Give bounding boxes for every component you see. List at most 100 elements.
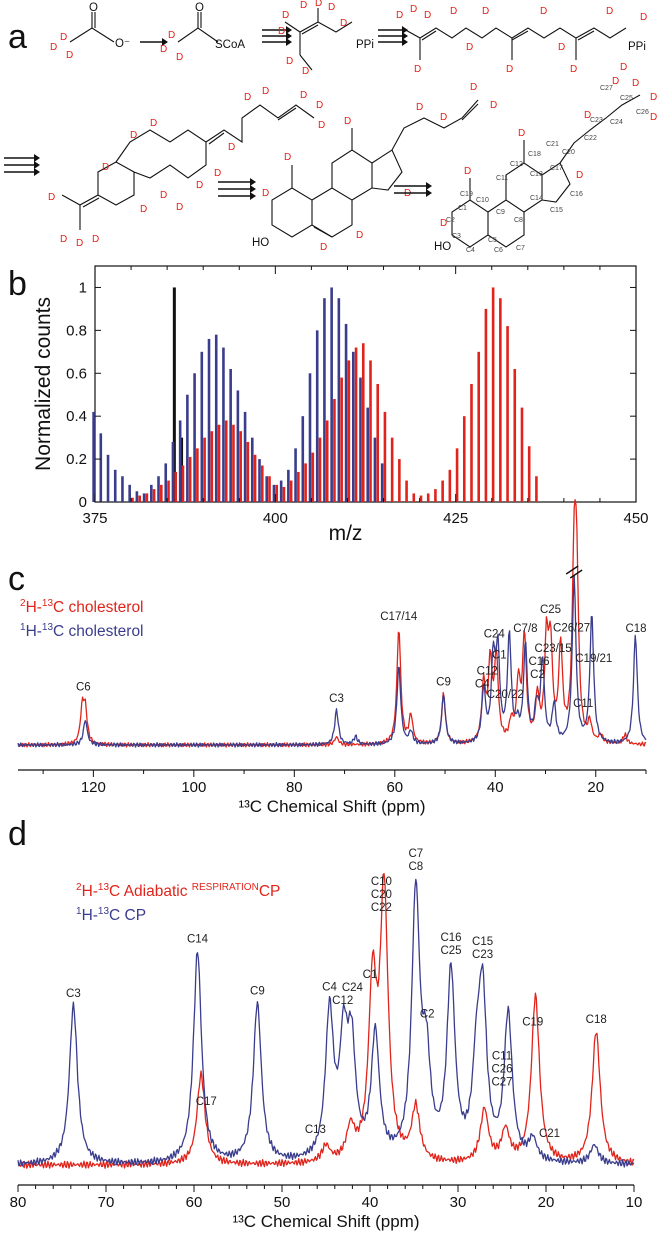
carbon-label-c11: C11: [496, 175, 508, 182]
acoa-d3: D: [176, 52, 183, 63]
bar-series-2-mz-428: [477, 351, 481, 502]
bar-series-2-mz-421: [426, 493, 430, 502]
bar-series-2-mz-417: [398, 459, 401, 502]
fpp-d11: D: [570, 64, 577, 75]
carbon-label-c6: C6: [494, 247, 503, 254]
panel-c-peak-label-c24-6: C24: [484, 628, 506, 640]
x-tick-label-400: 400: [263, 510, 288, 527]
bar-series-2-mz-410: [347, 360, 351, 502]
panel-d-peak-label-c26-20: C26: [491, 1063, 512, 1075]
bar-series-2-mz-393: [224, 420, 228, 502]
bar-series-2-mz-415: [383, 411, 387, 502]
bar-series-2-mz-429: [484, 308, 488, 502]
lan-d6: D: [416, 102, 423, 113]
acetate-d1: D: [60, 32, 67, 43]
bar-series-2-mz-408: [333, 399, 336, 502]
lan-d9: D: [490, 100, 497, 111]
lan-d4: D: [356, 230, 363, 241]
panel-c-peak-label-c7-8-9: C7/8: [513, 623, 537, 635]
bar-series-2-mz-432: [506, 326, 509, 502]
bar-series-2-mz-385: [167, 480, 170, 502]
bar-series-2-mz-400: [275, 484, 279, 502]
squalene-molecule: D D D D D D D D D D D D D D D D D D: [48, 86, 325, 249]
panel-c-peak-label-c6-0: C6: [76, 682, 91, 694]
triple-arrow-5: [394, 182, 432, 197]
bar-series-2-mz-380: [131, 497, 134, 502]
acetate-d2: D: [50, 42, 57, 53]
lan-d3: D: [320, 242, 327, 253]
acoa-d1: D: [168, 30, 175, 41]
fpp-d8: D: [506, 64, 513, 75]
bar-series-2-mz-407: [325, 420, 329, 502]
bar-series-1-mz-400: [272, 484, 276, 502]
y-tick-label: 0.6: [66, 365, 87, 382]
bar-series-2-mz-387: [181, 465, 185, 502]
panel-c-nmr-spectrum: 120 100 80 60 40 20 ¹³C Chemical Shift (ppm) C6…: [17, 499, 647, 816]
bar-series-1-mz-409: [337, 298, 341, 502]
bar-series-1-mz-413: [366, 407, 370, 502]
bar-series-1-mz-382: [142, 493, 146, 502]
bar-series-2-mz-430: [491, 287, 495, 502]
sq-d10: D: [214, 168, 221, 179]
panel-d-peak-label-c16-16: C16: [440, 932, 461, 944]
bar-series-2-mz-435: [527, 446, 531, 502]
carbon-label-c25: C25: [620, 95, 633, 102]
panel-d-peak-label-c13-4: C13: [305, 1124, 326, 1136]
fpp-d7: D: [482, 6, 489, 17]
bar-series-1-mz-378: [113, 469, 117, 502]
carbon-label-c1: C1: [458, 205, 467, 212]
cholesterol-molecule: HO C1 C2 C3 C4 C5 C6 C7 C8 C9 C10 C11 C1…: [434, 62, 657, 254]
bar-series-1-mz-386: [171, 441, 175, 502]
panel-d-peak-label-c23-17: C23: [472, 949, 493, 961]
chol-d9: D: [650, 112, 657, 123]
carbon-label-c5: C5: [488, 237, 497, 244]
carbon-label-c13: C13: [530, 171, 543, 178]
panel-d-x-tick-label-10: 10: [626, 1194, 643, 1211]
panel-c-x-tick-label-80: 80: [286, 779, 303, 796]
carbon-label-c7: C7: [516, 245, 525, 252]
cholesterol-carbon-labels: C1 C2 C3 C4 C5 C6 C7 C8 C9 C10 C11 C12 C…: [446, 85, 649, 254]
panel-d-peak-label-c11-21: C11: [492, 1050, 512, 1062]
bar-series-1-mz-410: [344, 323, 348, 502]
bar-series-1-mz-394: [229, 368, 232, 502]
sq-d16: D: [318, 120, 325, 131]
bar-series-2-mz-434: [520, 407, 524, 502]
panel-d-peak-label-c12-6: C12: [332, 995, 353, 1007]
panel-d-peak-label-c1-8: C1: [363, 969, 378, 981]
bar-series-1-mz-380: [128, 484, 131, 502]
axis-break-mark-2: [569, 569, 583, 579]
panel-d-peak-label-c2-14: C2: [420, 1008, 435, 1020]
carbon-label-c16: C16: [570, 191, 583, 198]
panel-d-x-tick-label-80: 80: [10, 1194, 27, 1211]
carbon-label-c21: C21: [546, 141, 559, 148]
bar-series-2-mz-394: [232, 424, 235, 502]
sq-d17: D: [130, 130, 137, 141]
legend-c-red: 2H-13C cholesterol: [20, 598, 144, 616]
y-tick-label: 0: [79, 494, 87, 511]
panel-b-y-axis-title: Normalized counts: [32, 297, 55, 471]
panel-d-peak-label-c21-23: C21: [539, 1128, 560, 1140]
panel-c-x-tick-label-60: 60: [386, 779, 403, 796]
panel-c-peak-label-c16-11: C16: [528, 656, 549, 668]
fpp-d6: D: [466, 42, 473, 53]
bar-series-1-mz-384: [157, 476, 160, 502]
carbon-label-c17: C17: [550, 165, 563, 172]
y-tick-label: 0.8: [66, 322, 87, 339]
carbon-label-c18: C18: [528, 151, 541, 158]
bar-series-2-mz-402: [289, 480, 293, 502]
sq-d15: D: [316, 100, 323, 111]
bar-series-2-mz-396: [246, 441, 250, 502]
fpp-d12: D: [606, 6, 613, 17]
panel-c-x-tick-label-40: 40: [487, 779, 504, 796]
panel-d-peak-label-c3-0: C3: [66, 988, 81, 1000]
bar-series-1-mz-379: [121, 476, 124, 502]
bar-series-2-mz-388: [188, 456, 192, 502]
ipp-d4: D: [282, 10, 289, 21]
bar-series-2-mz-420: [419, 495, 423, 502]
bar-series-2-mz-399: [268, 476, 271, 502]
scoa-label: SCoA: [215, 39, 245, 51]
bar-series-2-mz-413: [369, 360, 372, 502]
bar-series-2-mz-401: [282, 486, 286, 502]
bar-series-2-mz-391: [210, 431, 214, 502]
panel-c-peak-label-c23-15-13: C23/15: [535, 643, 572, 655]
